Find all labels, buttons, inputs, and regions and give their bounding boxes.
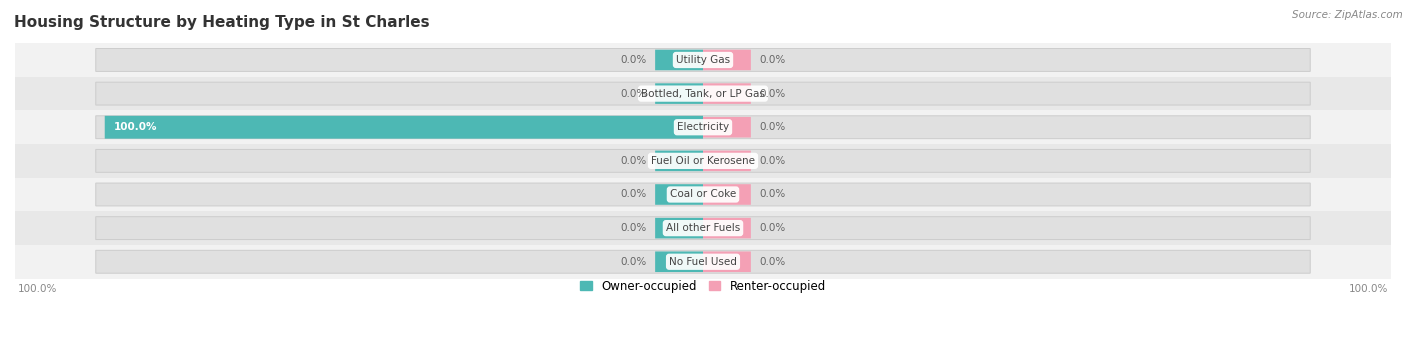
FancyBboxPatch shape xyxy=(703,117,751,137)
FancyBboxPatch shape xyxy=(655,218,703,238)
FancyBboxPatch shape xyxy=(96,149,1310,172)
Text: 0.0%: 0.0% xyxy=(620,156,647,166)
Text: 0.0%: 0.0% xyxy=(759,122,786,132)
FancyBboxPatch shape xyxy=(96,82,1310,105)
Text: 100.0%: 100.0% xyxy=(1348,284,1388,294)
Text: All other Fuels: All other Fuels xyxy=(666,223,740,233)
FancyBboxPatch shape xyxy=(15,43,1391,77)
FancyBboxPatch shape xyxy=(96,183,1310,206)
FancyBboxPatch shape xyxy=(703,151,751,171)
Text: Fuel Oil or Kerosene: Fuel Oil or Kerosene xyxy=(651,156,755,166)
FancyBboxPatch shape xyxy=(655,50,703,70)
Text: 0.0%: 0.0% xyxy=(759,190,786,199)
FancyBboxPatch shape xyxy=(15,245,1391,279)
FancyBboxPatch shape xyxy=(96,217,1310,240)
FancyBboxPatch shape xyxy=(655,151,703,171)
FancyBboxPatch shape xyxy=(703,218,751,238)
FancyBboxPatch shape xyxy=(15,144,1391,178)
FancyBboxPatch shape xyxy=(703,251,751,272)
FancyBboxPatch shape xyxy=(703,83,751,104)
Text: 0.0%: 0.0% xyxy=(620,190,647,199)
Text: Housing Structure by Heating Type in St Charles: Housing Structure by Heating Type in St … xyxy=(14,15,429,30)
Text: Source: ZipAtlas.com: Source: ZipAtlas.com xyxy=(1292,10,1403,20)
Text: 0.0%: 0.0% xyxy=(759,156,786,166)
FancyBboxPatch shape xyxy=(655,184,703,205)
FancyBboxPatch shape xyxy=(15,110,1391,144)
Text: Bottled, Tank, or LP Gas: Bottled, Tank, or LP Gas xyxy=(641,89,765,99)
Text: 100.0%: 100.0% xyxy=(114,122,157,132)
FancyBboxPatch shape xyxy=(96,48,1310,71)
Text: 0.0%: 0.0% xyxy=(620,55,647,65)
Text: 0.0%: 0.0% xyxy=(759,89,786,99)
Text: 0.0%: 0.0% xyxy=(759,257,786,267)
FancyBboxPatch shape xyxy=(703,184,751,205)
FancyBboxPatch shape xyxy=(655,251,703,272)
FancyBboxPatch shape xyxy=(703,50,751,70)
Text: Coal or Coke: Coal or Coke xyxy=(669,190,737,199)
FancyBboxPatch shape xyxy=(104,116,703,139)
FancyBboxPatch shape xyxy=(15,77,1391,110)
FancyBboxPatch shape xyxy=(655,83,703,104)
FancyBboxPatch shape xyxy=(15,211,1391,245)
Text: 0.0%: 0.0% xyxy=(759,55,786,65)
Legend: Owner-occupied, Renter-occupied: Owner-occupied, Renter-occupied xyxy=(575,275,831,297)
Text: Utility Gas: Utility Gas xyxy=(676,55,730,65)
FancyBboxPatch shape xyxy=(96,250,1310,273)
Text: 0.0%: 0.0% xyxy=(620,89,647,99)
Text: 0.0%: 0.0% xyxy=(759,223,786,233)
Text: Electricity: Electricity xyxy=(676,122,730,132)
Text: 0.0%: 0.0% xyxy=(620,223,647,233)
Text: No Fuel Used: No Fuel Used xyxy=(669,257,737,267)
Text: 100.0%: 100.0% xyxy=(18,284,58,294)
FancyBboxPatch shape xyxy=(96,116,1310,139)
FancyBboxPatch shape xyxy=(15,178,1391,211)
Text: 0.0%: 0.0% xyxy=(620,257,647,267)
